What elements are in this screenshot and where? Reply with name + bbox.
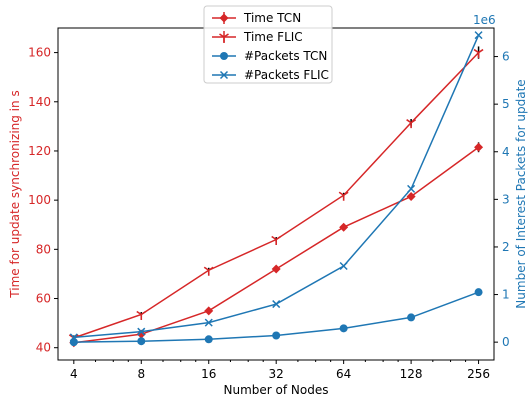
series-line: [73, 52, 480, 339]
data-point: [272, 331, 281, 340]
data-point: [204, 306, 214, 316]
data-point: [339, 222, 349, 232]
legend-marker: [220, 52, 228, 60]
y-left-tick-label: 40: [36, 341, 51, 355]
y-left-tick-label: 160: [28, 46, 51, 60]
x-tick-label: 8: [137, 367, 145, 381]
legend-marker: [219, 70, 229, 80]
legend-label: Time TCN: [243, 11, 301, 25]
data-point: [339, 261, 348, 271]
y-right-axis-label: Number of Interest Packets for update: [514, 79, 528, 308]
y-right-tick-label: 0: [502, 335, 510, 349]
legend-marker: [219, 33, 229, 43]
data-point: [136, 310, 147, 321]
x-axis-label: Number of Nodes: [224, 383, 329, 397]
data-point: [474, 31, 483, 40]
y-left-tick-label: 140: [28, 95, 51, 109]
data-point: [271, 264, 281, 274]
data-point: [204, 318, 213, 327]
data-point: [69, 333, 78, 342]
y-left-tick-label: 80: [36, 242, 51, 256]
y-right-tick-label: 4: [502, 145, 510, 159]
x-tick-label: 4: [70, 367, 78, 381]
y-right-tick-label: 1: [502, 288, 510, 302]
x-tick-label: 32: [269, 367, 284, 381]
y-left-tick-label: 100: [28, 193, 51, 207]
data-point: [272, 300, 281, 309]
x-tick-label: 256: [467, 367, 490, 381]
y-left-tick-label: 60: [36, 292, 51, 306]
data-point: [137, 337, 146, 346]
y-right-tick-label: 2: [502, 240, 510, 254]
y-right-tick-label: 5: [502, 97, 510, 111]
x-tick-label: 128: [400, 367, 423, 381]
data-point: [204, 335, 213, 344]
data-point: [474, 142, 484, 152]
x-tick-label: 64: [336, 367, 351, 381]
data-point: [473, 48, 484, 59]
legend-label: #Packets FLIC: [244, 68, 329, 82]
legend-box: [203, 5, 333, 84]
legend-label: #Packets TCN: [244, 49, 327, 63]
data-point: [339, 324, 348, 333]
x-tick-label: 16: [201, 367, 216, 381]
data-point: [406, 119, 417, 129]
legend-marker: [219, 13, 229, 23]
data-point: [406, 191, 416, 201]
y-right-tick-label: 3: [502, 192, 510, 206]
y-right-offset-text: 1e6: [473, 13, 496, 27]
data-point: [474, 288, 483, 297]
data-point: [203, 266, 214, 276]
data-point: [338, 191, 349, 201]
legend: Time TCN Time FLIC #Packets TCN #Packets FL…: [203, 5, 333, 84]
data-point: [407, 184, 416, 193]
data-point: [137, 327, 146, 336]
data-point: [407, 313, 416, 322]
legend-label: Time FLIC: [243, 30, 303, 44]
y-left-axis-label: Time for update synchronizing in s: [8, 90, 22, 298]
series-line: [73, 146, 480, 344]
data-point: [271, 235, 282, 245]
y-right-tick-label: 6: [502, 50, 510, 64]
y-left-tick-label: 120: [28, 144, 51, 158]
